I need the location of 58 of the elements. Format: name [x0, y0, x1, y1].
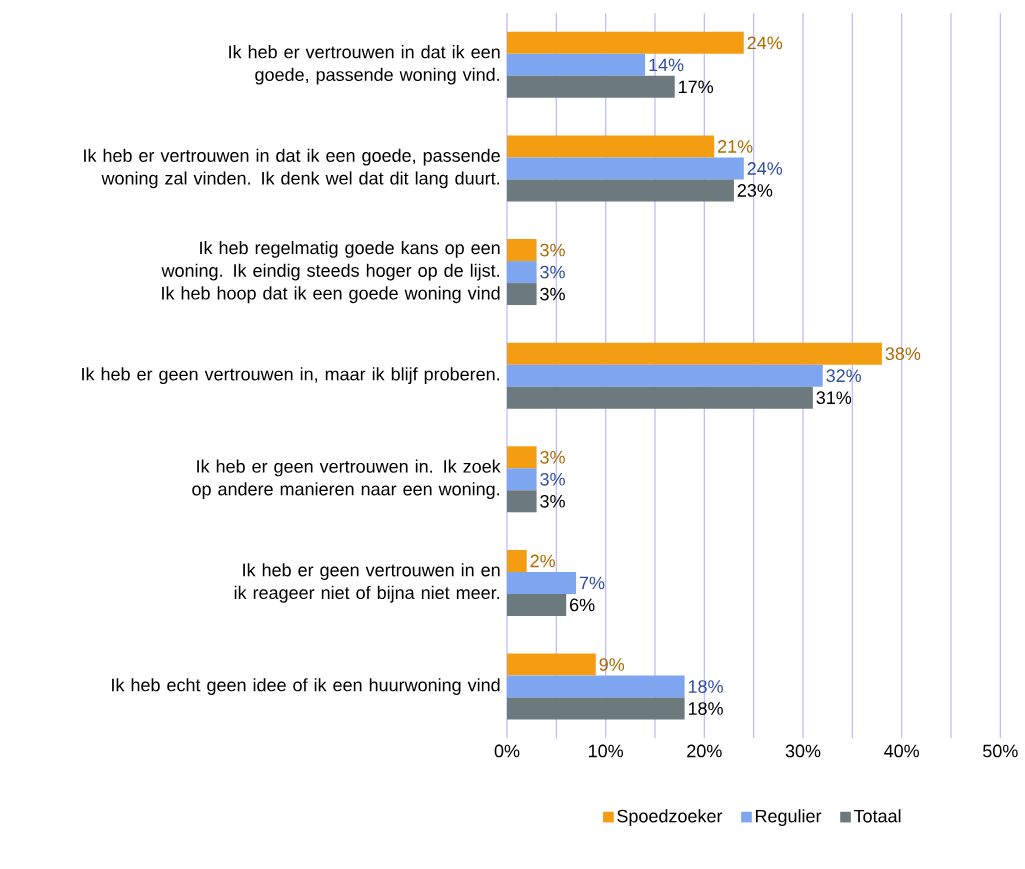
data-label: 21%: [718, 140, 753, 153]
y-tick-label: Ik heb er geen vertrouwen in, maar ik blijf proberen.: [82, 367, 499, 385]
legend-label: Totaal: [853, 809, 901, 823]
bar: [506, 239, 537, 262]
legend-label: Spoedzoeker: [617, 809, 723, 827]
bar: [506, 342, 882, 365]
y-tick-label: Ik heb regelmatig goede kans op een woning. Ik eindig steeds hoger op de lijst. Ik heb hoop dat ik een goede woning vind: [161, 241, 500, 304]
bar: [506, 283, 537, 306]
legend-label: Regulier: [755, 809, 822, 827]
bar: [506, 364, 823, 387]
data-label: 3%: [540, 243, 565, 257]
x-tick-label: 0%: [494, 744, 520, 758]
data-label: 3%: [540, 450, 565, 464]
data-label: 9%: [599, 658, 625, 671]
bar: [506, 446, 537, 469]
y-tick-label: Ik heb echt geen idee of ik een huurwoning vind: [112, 678, 500, 695]
data-label: 3%: [540, 494, 565, 508]
bar: [506, 593, 567, 616]
bar: [506, 135, 715, 158]
data-label: 6%: [570, 598, 595, 612]
x-tick-label: 10%: [589, 744, 624, 758]
data-label: 7%: [579, 576, 605, 590]
x-tick-label: 40%: [884, 744, 920, 758]
data-label: 18%: [688, 680, 723, 693]
bar: [506, 468, 537, 491]
bar: [506, 571, 577, 594]
y-tick-label: Ik heb er geen vertrouwen in. Ik zoek op andere manieren naar een woning.: [192, 459, 501, 500]
data-label: 32%: [826, 369, 862, 383]
bar: [506, 386, 813, 409]
bar: [506, 53, 646, 76]
y-tick-label: Ik heb er vertrouwen in dat ik een goede, passende woning vind.: [229, 45, 500, 85]
data-label: 18%: [688, 702, 723, 715]
data-label: 24%: [747, 36, 783, 50]
y-tick-label: Ik heb er geen vertrouwen in en ik reageer niet of bijna niet meer.: [234, 563, 500, 603]
x-tick-label: 20%: [687, 744, 722, 758]
bar: [506, 75, 675, 98]
data-label: 24%: [747, 162, 783, 175]
data-label: 3%: [540, 472, 565, 486]
bar: [506, 31, 744, 54]
bar: [506, 653, 596, 676]
bar: [506, 549, 527, 572]
data-label: 17%: [679, 80, 714, 94]
data-label: 31%: [816, 391, 852, 405]
data-label: 3%: [540, 287, 565, 301]
data-label: 3%: [540, 265, 565, 279]
data-label: 38%: [885, 347, 921, 361]
bar: [506, 157, 744, 180]
data-label: 2%: [530, 554, 556, 568]
y-tick-label: Ik heb er vertrouwen in dat ik een goede, passende woning zal vinden. Ik denk wel dat dit lang duurt.: [84, 148, 500, 189]
x-tick-label: 50%: [983, 744, 1018, 758]
bar: [506, 261, 537, 284]
bar: [506, 675, 685, 698]
data-label: 23%: [737, 184, 773, 197]
data-label: 14%: [649, 58, 684, 72]
bar: [506, 697, 685, 720]
x-tick-label: 30%: [785, 744, 821, 758]
bar: [506, 179, 734, 202]
bar: [506, 490, 537, 513]
